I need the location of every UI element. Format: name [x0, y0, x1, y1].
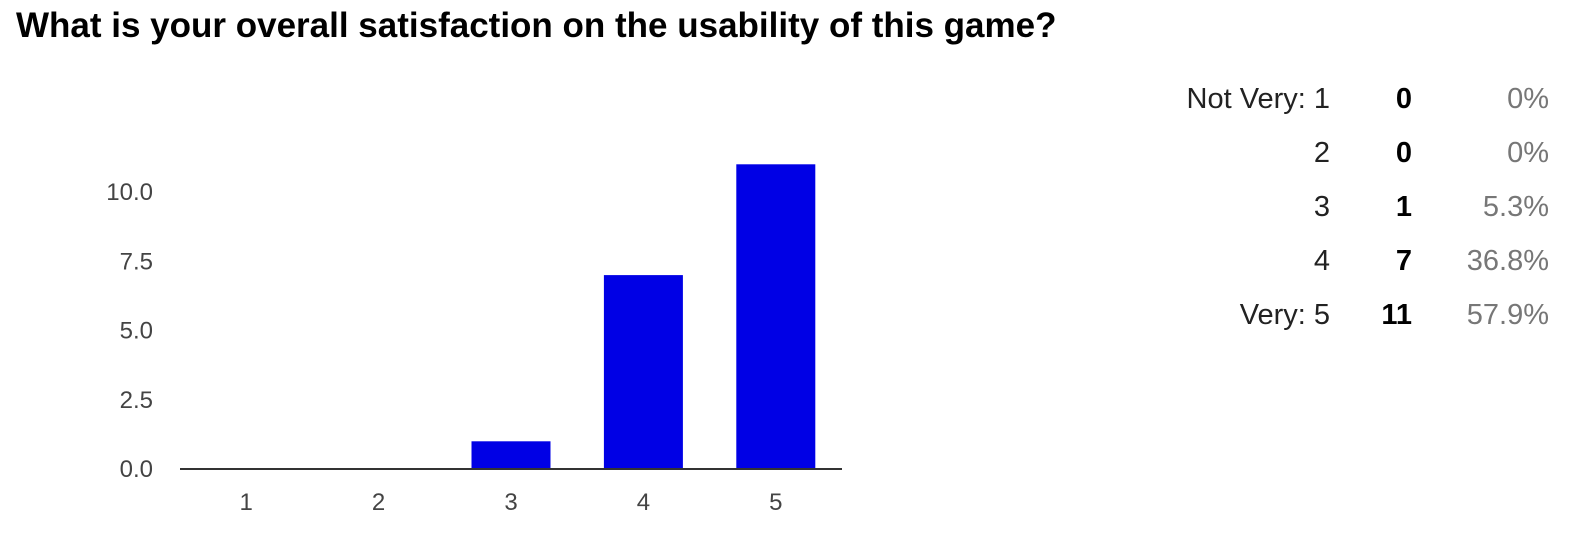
bar-chart: 0.0 2.5 5.0 7.5 10.0 1 2 3 4 5: [106, 164, 842, 516]
summary-row: Not Very: 1 0 0%: [1187, 72, 1583, 126]
y-tick-label: 0.0: [120, 456, 153, 483]
summary-count: 0: [1395, 82, 1412, 115]
summary-percent: 36.8%: [1466, 244, 1549, 277]
x-tick-label: 4: [637, 489, 650, 516]
summary-percent: 0%: [1507, 136, 1549, 169]
bars: [471, 164, 816, 470]
summary-count: 11: [1381, 298, 1412, 331]
bar: [471, 441, 551, 469]
summary-label: Very: 5: [1239, 298, 1330, 331]
summary-count: 7: [1395, 244, 1412, 277]
summary-count: 0: [1395, 136, 1412, 169]
summary-percent: 57.9%: [1466, 298, 1549, 331]
response-summary-table: Not Very: 1 0 0% 2 0 0% 3 1 5.3% 4 7 36.…: [1187, 72, 1583, 342]
summary-count: 1: [1395, 190, 1412, 223]
summary-label: 3: [1313, 190, 1330, 223]
summary-percent: 0%: [1507, 82, 1549, 115]
summary-label: Not Very: 1: [1186, 82, 1330, 115]
summary-label: 2: [1313, 136, 1330, 169]
bar: [736, 164, 816, 470]
x-axis-ticks: 1 2 3 4 5: [240, 489, 783, 516]
summary-row: 4 7 36.8%: [1187, 234, 1583, 288]
summary-row: 3 1 5.3%: [1187, 180, 1583, 234]
bar: [603, 275, 683, 469]
y-tick-label: 2.5: [120, 387, 153, 414]
y-tick-label: 7.5: [120, 248, 153, 275]
question-title: What is your overall satisfaction on the…: [16, 6, 1057, 45]
x-tick-label: 3: [504, 489, 517, 516]
summary-label: 4: [1313, 244, 1330, 277]
x-tick-label: 2: [372, 489, 385, 516]
y-tick-label: 5.0: [120, 318, 153, 345]
x-tick-label: 1: [240, 489, 253, 516]
y-axis-ticks: 0.0 2.5 5.0 7.5 10.0: [106, 179, 153, 483]
summary-row: Very: 5 11 57.9%: [1187, 288, 1583, 342]
y-tick-label: 10.0: [106, 179, 153, 206]
summary-row: 2 0 0%: [1187, 126, 1583, 180]
x-tick-label: 5: [769, 489, 782, 516]
summary-percent: 5.3%: [1482, 190, 1549, 223]
